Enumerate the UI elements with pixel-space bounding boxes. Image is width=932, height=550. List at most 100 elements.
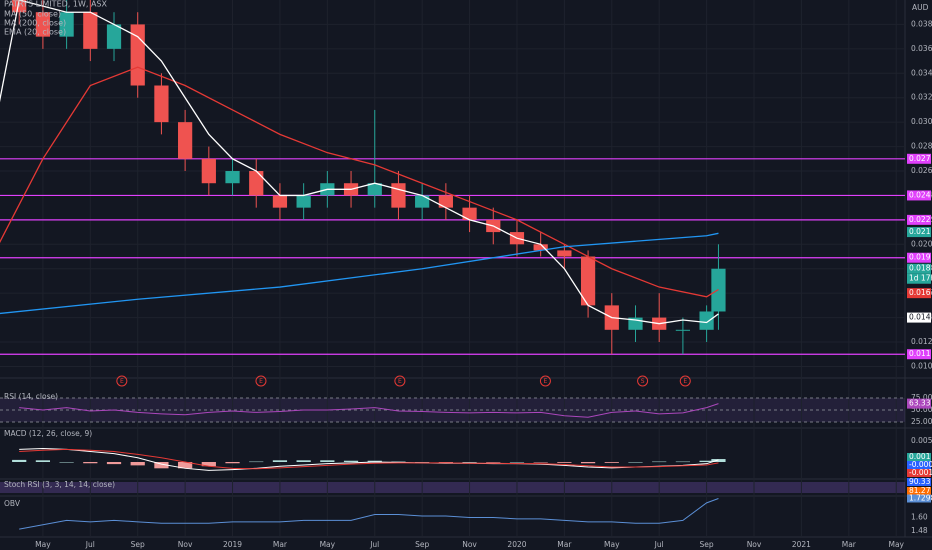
macd-histogram-bar: [580, 462, 596, 464]
ma-line: [0, 232, 719, 315]
macd-histogram-bar: [154, 462, 169, 469]
price-label: 0.014: [909, 313, 931, 322]
y-tick-label: 0.032: [911, 93, 932, 102]
x-tick-label: Sep: [131, 540, 145, 549]
macd-histogram-bar: [462, 462, 477, 463]
rsi-tick-label: 25.00: [911, 417, 932, 426]
event-label: E: [259, 378, 263, 385]
macd-label-box: [907, 469, 931, 477]
rsi-tick-label: 75.00: [911, 393, 932, 402]
price-label-box: [907, 263, 931, 274]
x-tick-label: 2019: [223, 540, 242, 549]
x-tick-label: May: [320, 540, 336, 549]
macd-label-box: [907, 453, 931, 461]
candle-body: [272, 195, 288, 208]
candle-body: [59, 12, 74, 37]
price-label-box: [907, 227, 931, 238]
x-tick-label: Jul: [369, 540, 379, 549]
obv-value-box: [907, 494, 931, 503]
candle-body: [415, 195, 430, 208]
event-marker: [116, 375, 128, 387]
obv-tick-label: 1.48: [911, 526, 928, 535]
price-label: 0.018: [909, 264, 931, 273]
event-label: E: [398, 378, 402, 385]
level-label: 0.019: [909, 253, 931, 262]
macd-histogram-bar: [249, 461, 264, 463]
candle-body: [580, 256, 596, 306]
macd-histogram-bar: [557, 462, 572, 463]
ma-line: [0, 0, 719, 325]
macd-histogram-bar: [130, 462, 145, 466]
macd-histogram-bar: [391, 461, 406, 463]
candle-body: [12, 0, 27, 13]
x-tick-label: Jul: [85, 540, 95, 549]
macd-histogram-bar: [106, 462, 122, 465]
price-label-box: [907, 288, 931, 299]
stoch-label-box: [907, 487, 931, 495]
level-label-box: [907, 252, 931, 263]
y-tick-label: 0.036: [911, 44, 932, 53]
event-label: E: [120, 378, 124, 385]
macd-histogram-bar: [296, 460, 311, 462]
macd-label: -0.001: [909, 468, 932, 477]
x-tick-label: 2020: [507, 540, 526, 549]
y-tick-label: 0.020: [911, 239, 932, 248]
level-label: 0.024: [909, 190, 931, 199]
event-marker: [255, 375, 267, 387]
macd-histogram-bar: [201, 462, 216, 467]
rsi-value: 63.33: [909, 399, 931, 408]
x-tick-label: Mar: [842, 540, 857, 549]
macd-tick-label: 0.005: [911, 436, 932, 445]
candle-body: [35, 12, 51, 37]
candle-body: [367, 183, 382, 196]
x-tick-label: Jul: [654, 540, 664, 549]
candle-body: [296, 195, 311, 208]
macd-histogram-bar: [438, 462, 453, 463]
candle-body: [249, 171, 264, 196]
y-tick-label: 0.028: [911, 142, 932, 151]
candle-body: [438, 195, 453, 208]
macd-histogram-bar: [699, 460, 714, 462]
x-tick-label: Mar: [557, 540, 572, 549]
rsi-line: [19, 403, 719, 418]
macd-histogram-bar: [533, 462, 548, 463]
macd-label-box: [907, 461, 931, 469]
y-tick-label: 0.030: [911, 117, 932, 126]
macd-histogram-bar: [675, 461, 691, 463]
rsi-tick-label: 50.00: [911, 405, 932, 414]
ma-line: [0, 66, 719, 298]
candle-body: [201, 158, 216, 184]
candle-body: [699, 311, 714, 330]
macd-histogram-bar: [178, 462, 193, 469]
legend-ma50: MA (50, close): [4, 10, 61, 19]
rsi-title: RSI (14, close): [4, 392, 58, 401]
obv-tick-label: 1.60: [911, 512, 928, 521]
x-tick-label: May: [35, 540, 51, 549]
y-tick-label: 0.038: [911, 19, 932, 28]
countdown: 1d 17h: [909, 274, 932, 283]
level-label: 0.011: [909, 349, 931, 358]
stoch-label-box: [907, 478, 931, 486]
candle-body: [557, 250, 572, 257]
x-tick-label: Mar: [273, 540, 288, 549]
event-label: S: [641, 378, 645, 385]
symbol: PATRYS LIMITED, 1W, ASX: [4, 0, 108, 9]
obv-value: 1.7298: [909, 493, 932, 502]
x-tick-label: Nov: [747, 540, 762, 549]
macd-histogram-bar: [486, 462, 501, 463]
x-tick-label: Sep: [415, 540, 429, 549]
x-tick-label: May: [604, 540, 620, 549]
price-label-box: [907, 312, 931, 323]
y-tick-label: 0.026: [911, 166, 932, 175]
macd-histogram-bar: [83, 462, 98, 464]
macd-histogram-bar: [509, 462, 525, 463]
x-tick-label: Nov: [178, 540, 193, 549]
candle-body: [225, 171, 240, 184]
candle-body: [675, 329, 691, 331]
legend-ema: EMA (20, close): [4, 28, 66, 37]
macd-line: [19, 448, 719, 471]
candle-body: [533, 244, 548, 251]
candle-body: [178, 122, 193, 159]
